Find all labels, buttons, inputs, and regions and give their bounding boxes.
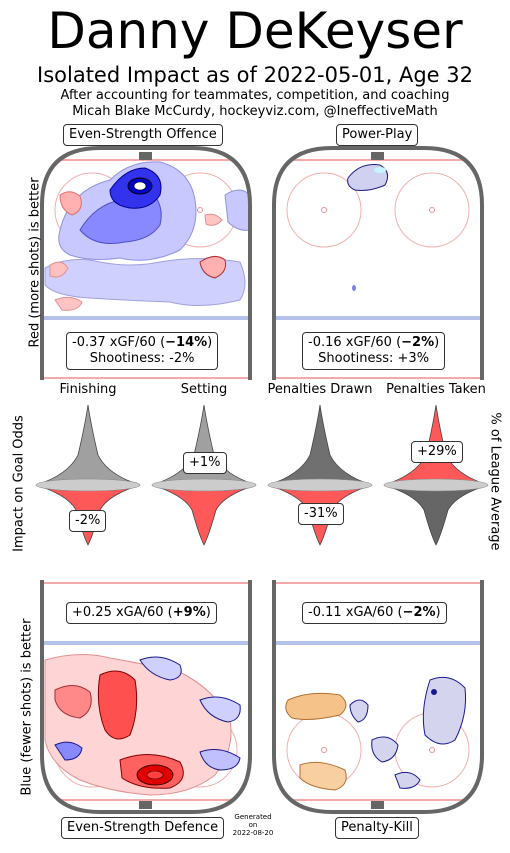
- penalty-kill-stat: -0.11 xGA/60 (−2%): [302, 602, 447, 624]
- finishing-value-label: -2%: [69, 510, 107, 532]
- es-offence-title: Even-Strength Offence: [63, 124, 223, 146]
- red-better-label: Red (more shots) is better: [27, 177, 43, 348]
- es-defence-title: Even-Strength Defence: [61, 817, 225, 839]
- penalty-kill-title: Penalty-Kill: [335, 817, 419, 839]
- penalties-taken-value-label: +29%: [411, 441, 463, 463]
- power-play-title: Power-Play: [336, 124, 419, 146]
- violin-neutral-band: [151, 478, 257, 492]
- violin-neutral-band: [267, 478, 373, 492]
- es-offence-stat: -0.37 xGF/60 (−14%) Shootiness: -2%: [66, 332, 219, 370]
- setting-value-label: +1%: [183, 452, 227, 474]
- method-note: After accounting for teammates, competit…: [60, 88, 450, 103]
- violin-neutral-band: [383, 478, 489, 492]
- league-average-axis-label: % of League Average: [487, 412, 503, 551]
- col-label-penalties-taken: Penalties Taken: [386, 382, 486, 397]
- power-play-stat: -0.16 xGF/60 (−2%) Shootiness: +3%: [302, 332, 446, 370]
- col-label-penalties-drawn: Penalties Drawn: [267, 382, 373, 397]
- generated-note: Generated on 2022-08-20: [232, 813, 274, 837]
- penalties-drawn-value-label: -31%: [298, 503, 344, 525]
- credit-note: Micah Blake McCurdy, hockeyviz.com, @Ine…: [72, 104, 438, 119]
- player-name: Danny DeKeyser: [47, 2, 463, 60]
- violin-bottom-lobe: [151, 484, 257, 546]
- col-label-setting: Setting: [180, 382, 228, 397]
- violin-bottom-lobe: [383, 484, 489, 546]
- violin-penalties-taken: [383, 404, 489, 546]
- subtitle: Isolated Impact as of 2022-05-01, Age 32: [37, 63, 473, 87]
- col-label-finishing: Finishing: [59, 382, 117, 397]
- violin-top-lobe: [35, 404, 141, 486]
- es-defence-stat: +0.25 xGA/60 (+9%): [66, 602, 217, 624]
- blue-better-label: Blue (fewer shots) is better: [19, 618, 35, 796]
- violin-neutral-band: [35, 478, 141, 492]
- goal-odds-axis-label: Impact on Goal Odds: [11, 415, 27, 552]
- violin-top-lobe: [267, 404, 373, 486]
- violin-setting: [151, 404, 257, 546]
